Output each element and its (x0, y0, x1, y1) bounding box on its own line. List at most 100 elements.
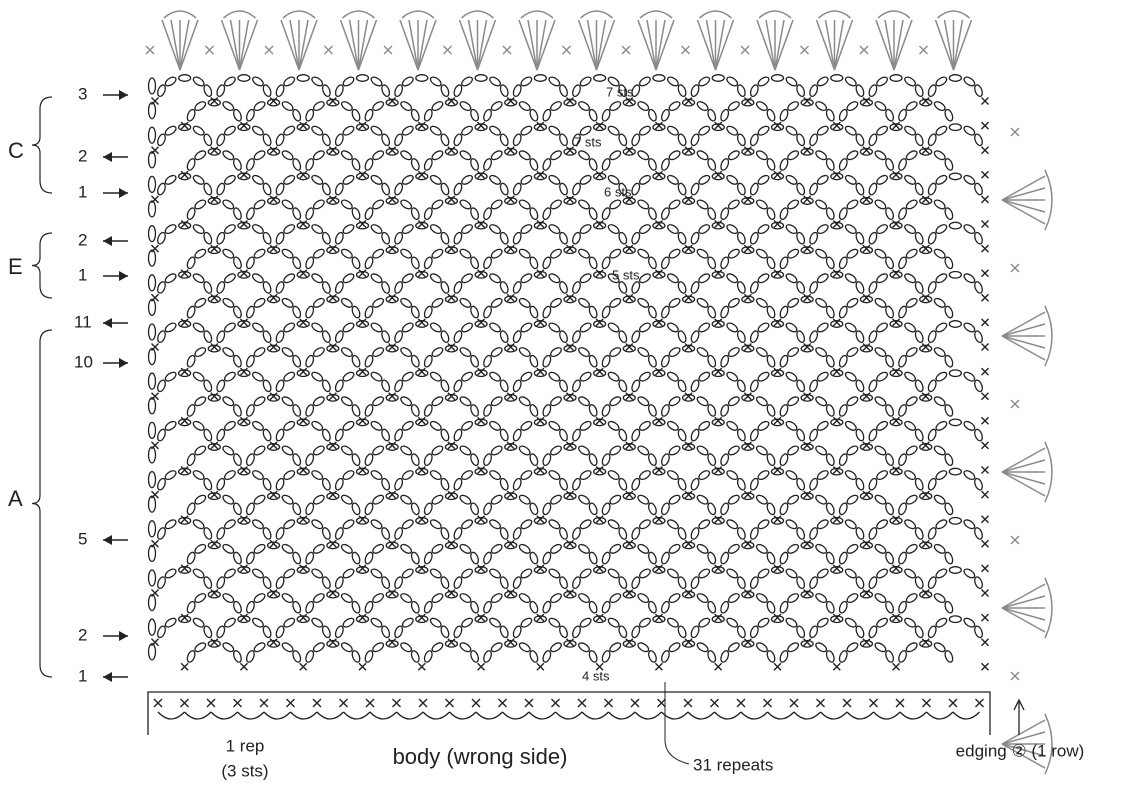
chain-stitch (194, 248, 207, 259)
single-crochet (773, 121, 782, 130)
chain-stitch (296, 615, 310, 624)
chain-stitch (660, 108, 670, 122)
single-crochet (832, 318, 841, 327)
chain-stitch (266, 639, 281, 648)
chain-stitch (855, 379, 865, 393)
single-crochet (862, 97, 871, 105)
chain-stitch (459, 396, 472, 407)
chain-stitch (726, 371, 739, 382)
chain-stitch (401, 371, 414, 382)
chain-stitch (444, 197, 459, 205)
chain-stitch (668, 396, 681, 407)
chain-stitch (504, 443, 518, 451)
chain-stitch (622, 98, 636, 107)
chain-stitch (370, 617, 383, 628)
chain-stitch (796, 330, 806, 343)
chain-stitch (755, 150, 768, 161)
chain-stitch (296, 369, 310, 378)
single-crochet (551, 698, 560, 708)
chain-stitch (400, 199, 413, 210)
chain-stitch (504, 344, 518, 353)
chain-stitch (631, 428, 641, 442)
chain-stitch (885, 256, 895, 270)
single-crochet (506, 293, 515, 302)
chain-stitch (251, 76, 264, 87)
chain-stitch (720, 600, 730, 614)
edging-stitch (893, 19, 913, 71)
chain-stitch (474, 320, 488, 328)
chain-stitch (741, 246, 755, 255)
single-crochet (180, 564, 189, 573)
chain-stitch (164, 519, 177, 530)
chain-stitch (326, 246, 340, 255)
chain-stitch (381, 379, 391, 393)
chain-stitch (216, 84, 226, 97)
chain-stitch (342, 322, 355, 333)
chain-stitch (542, 108, 552, 122)
single-crochet (773, 662, 782, 671)
chain-stitch (631, 330, 641, 343)
turning-chain (147, 569, 157, 587)
chain-stitch (222, 543, 235, 554)
chain-stitch (736, 576, 746, 589)
chain-stitch (638, 420, 651, 431)
chain-stitch (919, 393, 933, 402)
chain-stitch (164, 568, 177, 579)
chain-stitch (668, 199, 681, 210)
chain-stitch (311, 224, 324, 235)
single-crochet (1010, 263, 1020, 273)
single-crochet (180, 466, 189, 474)
chain-stitch (340, 543, 353, 554)
single-crochet (862, 490, 871, 499)
chain-stitch (340, 150, 353, 161)
single-crochet (803, 589, 812, 597)
chain-stitch (305, 502, 315, 516)
chain-stitch (157, 625, 166, 639)
single-crochet (869, 698, 878, 708)
single-crochet (789, 698, 799, 708)
chain-stitch (194, 642, 207, 653)
chain-stitch (889, 418, 903, 427)
chain-stitch (889, 516, 903, 525)
chain-stitch (572, 379, 581, 393)
chain-stitch (933, 445, 946, 456)
chain-stitch (974, 231, 983, 245)
chain-stitch (677, 330, 687, 343)
chain-stitch (770, 369, 785, 378)
turning-chain (147, 347, 157, 366)
chain-stitch (251, 519, 264, 530)
chain-stitch (677, 182, 687, 196)
chain-stitch (838, 158, 848, 171)
chain-stitch (381, 133, 391, 147)
chain-stitch (749, 625, 759, 639)
chain-stitch (385, 295, 399, 304)
edging-picot (639, 10, 673, 19)
chain-stitch (592, 615, 607, 624)
chain-stitch (933, 593, 946, 604)
chain-stitch (563, 590, 577, 599)
chain-stitch (726, 470, 739, 481)
chain-stitch (157, 477, 166, 491)
chain-stitch (757, 420, 770, 431)
chain-stitch (351, 551, 361, 565)
chain-stitch (579, 371, 592, 382)
chain-stitch (423, 453, 433, 466)
chain-stitch (618, 527, 628, 540)
chain-stitch (489, 322, 502, 333)
chain-stitch (601, 650, 611, 663)
edging-stitch (536, 19, 547, 71)
chain-stitch (370, 371, 383, 382)
edging-picot (1044, 305, 1053, 367)
chain-stitch (312, 642, 325, 653)
chain-stitch (253, 248, 266, 259)
chain-stitch (736, 84, 746, 97)
single-crochet (388, 293, 397, 302)
chain-stitch (622, 246, 636, 255)
chain-stitch (381, 281, 391, 294)
chain-stitch (889, 369, 903, 378)
single-crochet (832, 613, 841, 622)
single-crochet (743, 589, 752, 597)
single-crochet (358, 269, 367, 278)
edging-stitch (774, 19, 785, 71)
chain-stitch (192, 420, 205, 431)
